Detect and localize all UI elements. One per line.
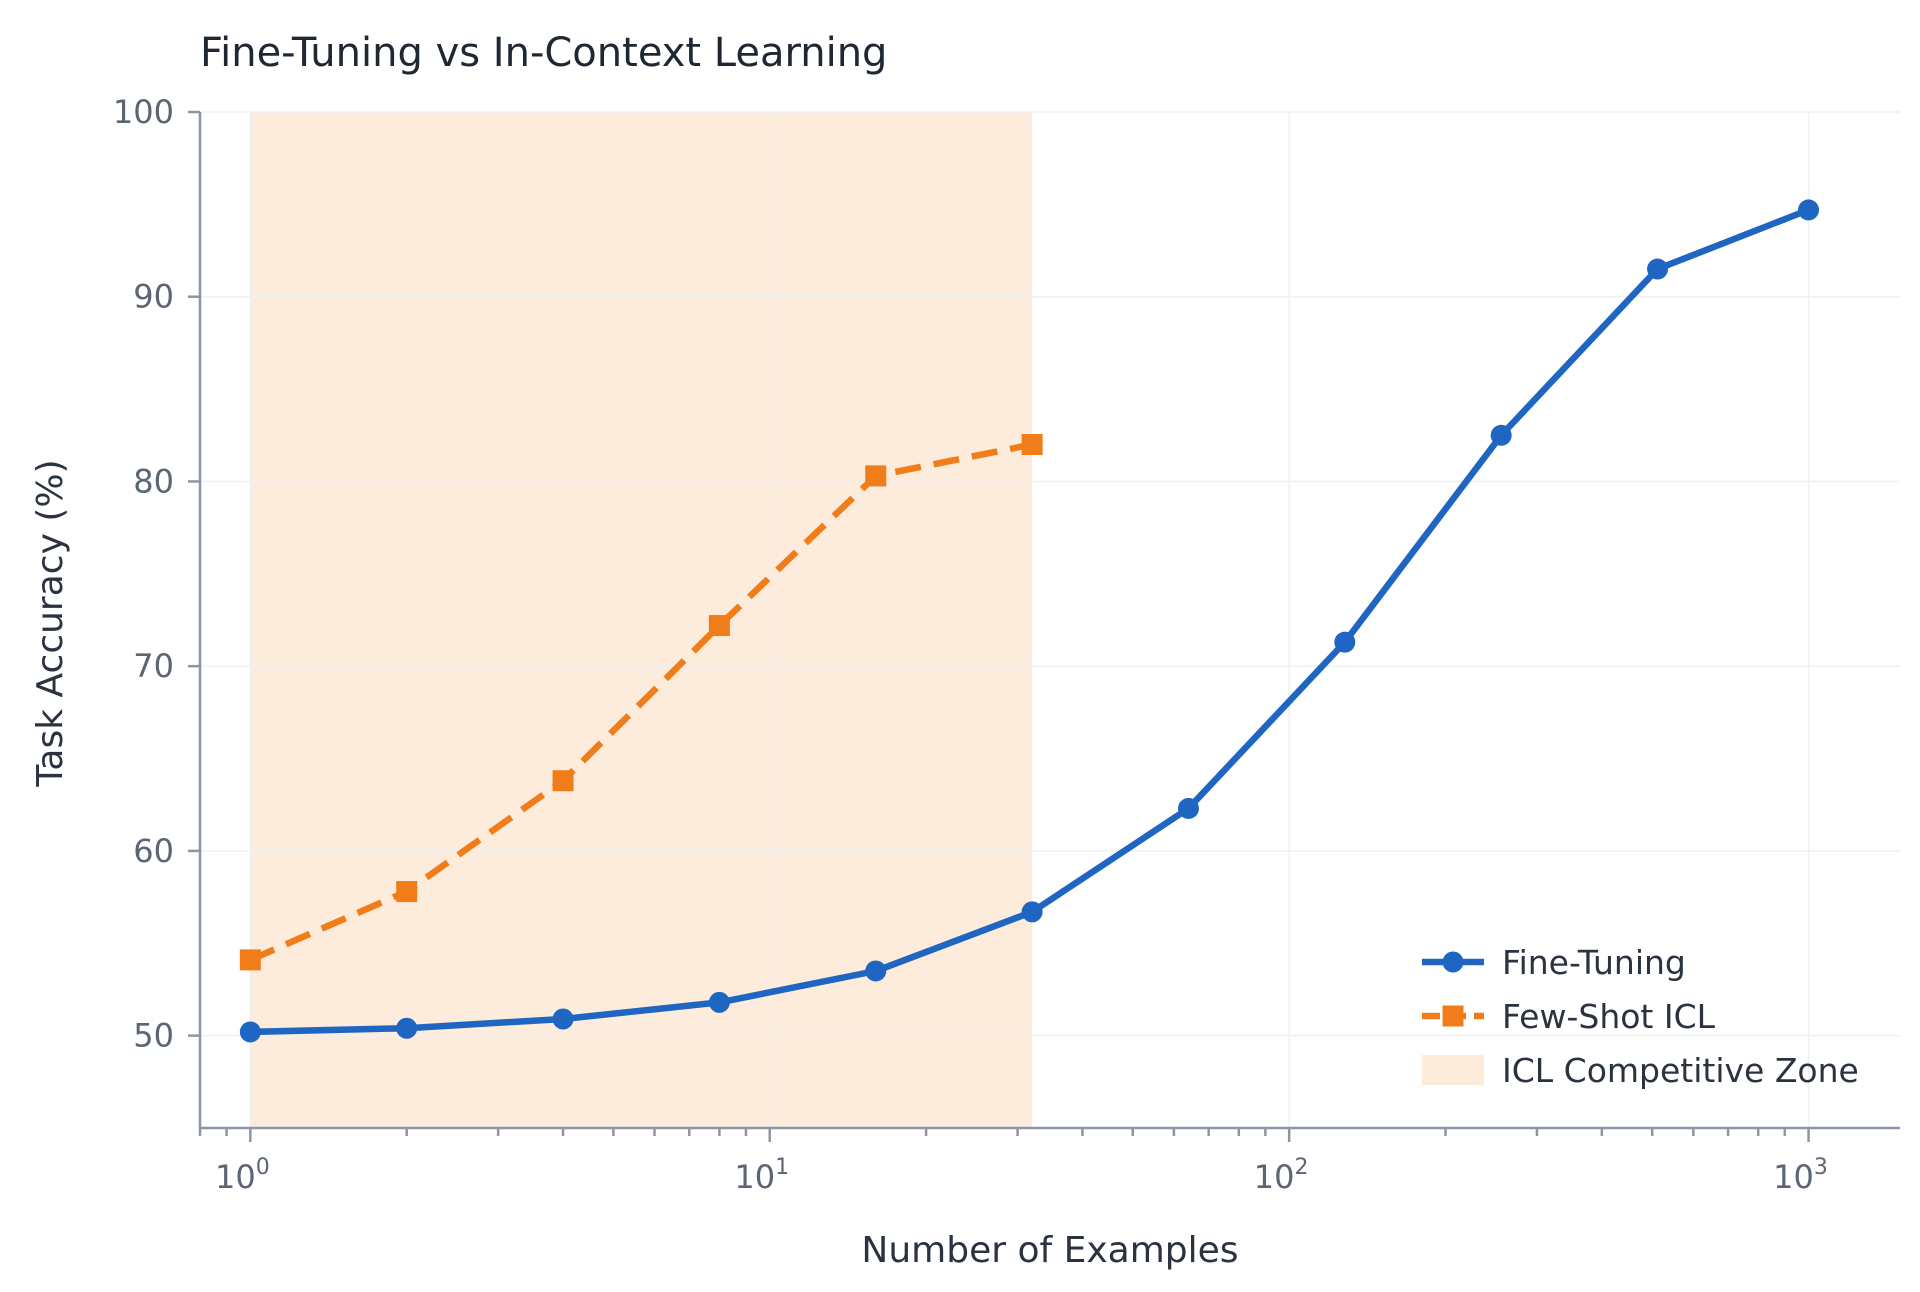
fine-tuning-series xyxy=(239,199,1820,1043)
y-tick-label: 90 xyxy=(133,278,174,316)
fine-tuning-point xyxy=(1334,631,1356,653)
y-tick-label: 100 xyxy=(113,93,174,131)
x-axis-label: Number of Examples xyxy=(861,1230,1238,1271)
y-tick-label: 60 xyxy=(133,832,174,870)
legend: Fine-Tuning Few-Shot ICL ICL Competitive Z… xyxy=(1422,943,1859,1090)
y-axis-label: Task Accuracy (%) xyxy=(30,459,71,787)
fine-tuning-point xyxy=(1021,901,1043,923)
legend-icl-zone-label: ICL Competitive Zone xyxy=(1502,1051,1859,1090)
x-tick-label: 103 xyxy=(1773,1155,1828,1196)
few-shot-icl-point xyxy=(1021,434,1043,456)
legend-fine-tuning-label: Fine-Tuning xyxy=(1502,943,1686,982)
fine-tuning-point xyxy=(1798,199,1820,221)
icl-competitive-zone xyxy=(250,112,1033,1128)
fine-tuning-point xyxy=(1490,424,1512,446)
fine-tuning-point xyxy=(239,1021,261,1043)
few-shot-icl-point xyxy=(239,949,261,971)
fine-tuning-point xyxy=(865,960,887,982)
fine-tuning-point xyxy=(1647,258,1669,280)
few-shot-icl-line xyxy=(248,441,1033,963)
fine-tuning-point xyxy=(552,1008,574,1030)
fine-tuning-point xyxy=(396,1017,418,1039)
legend-fine-tuning-marker xyxy=(1442,951,1464,973)
x-tick-label: 100 xyxy=(215,1155,270,1196)
fine-tuning-point xyxy=(1177,797,1199,819)
few-shot-icl-point xyxy=(865,465,887,487)
legend-few-shot-icl-marker xyxy=(1442,1005,1464,1027)
y-tick-label: 80 xyxy=(133,462,174,500)
y-tick-label: 50 xyxy=(133,1017,174,1055)
few-shot-icl-series xyxy=(239,434,1043,971)
few-shot-icl-point xyxy=(396,881,418,903)
chart-title: Fine-Tuning vs In-Context Learning xyxy=(200,30,887,76)
y-tick-label: 70 xyxy=(133,647,174,685)
few-shot-icl-point xyxy=(708,615,730,637)
few-shot-icl-point xyxy=(552,770,574,792)
legend-icl-zone-swatch xyxy=(1422,1055,1484,1085)
x-tick-label: 102 xyxy=(1254,1155,1309,1196)
fine-tuning-point xyxy=(708,991,730,1013)
legend-few-shot-icl-label: Few-Shot ICL xyxy=(1502,997,1716,1036)
x-tick-label: 101 xyxy=(734,1155,789,1196)
